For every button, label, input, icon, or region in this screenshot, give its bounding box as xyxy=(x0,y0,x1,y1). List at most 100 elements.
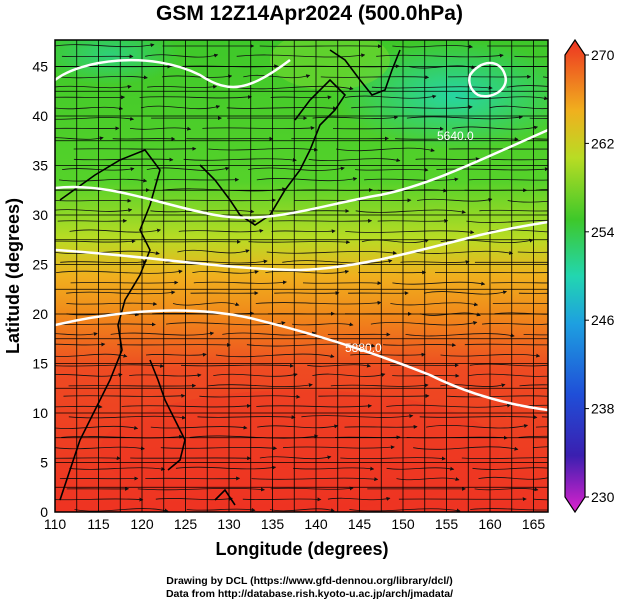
y-tick-label: 35 xyxy=(32,158,48,174)
streamline xyxy=(155,496,233,501)
contour-lines xyxy=(55,58,548,412)
streamline xyxy=(282,445,395,450)
streamline xyxy=(517,251,548,253)
streamline xyxy=(208,147,319,152)
streamline xyxy=(251,477,379,482)
y-axis-label: Latitude (degrees) xyxy=(3,198,23,354)
streamline xyxy=(268,218,373,223)
streamline xyxy=(150,425,248,430)
streamline xyxy=(180,363,294,368)
streamline xyxy=(202,126,315,131)
streamline xyxy=(392,373,460,378)
streamline xyxy=(68,383,197,388)
streamline xyxy=(55,208,133,213)
streamline xyxy=(361,239,430,243)
streamline xyxy=(330,383,429,388)
streamline xyxy=(256,404,372,408)
streamline xyxy=(55,497,144,502)
y-tick-label: 40 xyxy=(32,108,48,124)
streamline xyxy=(243,74,311,79)
streamline xyxy=(147,84,218,89)
streamline xyxy=(60,259,147,264)
streamline xyxy=(55,239,136,244)
streamline xyxy=(405,333,515,338)
streamline xyxy=(271,229,336,234)
streamline xyxy=(145,352,207,357)
streamline xyxy=(478,476,548,480)
streamline xyxy=(355,167,429,172)
colorbar: 230 238 246 254 262 270 xyxy=(564,38,615,514)
streamline xyxy=(139,95,252,100)
streamline xyxy=(332,126,444,131)
streamline xyxy=(507,200,548,203)
streamline xyxy=(376,53,504,58)
streamline xyxy=(417,197,493,202)
credits-line-2: Data from http://database.rish.kyoto-u.a… xyxy=(165,588,454,600)
streamline xyxy=(400,260,470,265)
streamline xyxy=(215,353,335,359)
x-axis-label: Longitude (degrees) xyxy=(215,539,388,559)
streamline xyxy=(69,228,162,233)
streamline xyxy=(55,84,132,89)
streamline xyxy=(344,94,437,99)
streamline xyxy=(440,238,534,243)
streamline xyxy=(55,116,135,121)
streamline xyxy=(55,332,98,337)
streamline xyxy=(137,487,265,492)
streamline xyxy=(172,302,240,307)
streamline xyxy=(327,496,391,501)
y-tick-label: 45 xyxy=(32,59,48,75)
streamline xyxy=(535,188,548,191)
streamline xyxy=(386,403,512,408)
streamline xyxy=(269,508,335,512)
streamline xyxy=(291,322,354,327)
streamline xyxy=(282,259,393,264)
streamline xyxy=(344,424,418,429)
streamline xyxy=(55,446,145,451)
y-tick-label: 20 xyxy=(32,306,48,322)
streamline xyxy=(530,138,548,140)
x-tick-label: 145 xyxy=(348,516,372,532)
contour-5760-line xyxy=(55,220,548,272)
streamline xyxy=(529,117,548,119)
streamline xyxy=(370,321,478,326)
streamline xyxy=(55,198,132,203)
streamline xyxy=(178,228,264,233)
streamline xyxy=(396,477,460,481)
streamline xyxy=(175,465,277,470)
streamline xyxy=(519,384,548,387)
streamline xyxy=(436,167,548,172)
map-title: GSM 12Z14Apr2024 (500.0hPa) xyxy=(156,2,463,25)
colorbar-tick-label: 238 xyxy=(591,401,615,417)
colorbar-tick-label: 230 xyxy=(591,489,615,505)
streamline xyxy=(110,331,215,336)
streamline xyxy=(312,115,399,120)
coastlines xyxy=(59,49,401,506)
streamline xyxy=(518,435,548,438)
streamline xyxy=(70,280,179,285)
streamline xyxy=(242,497,322,502)
streamline xyxy=(55,425,139,430)
streamline xyxy=(55,353,128,358)
contour-upper-line xyxy=(55,58,291,89)
x-tick-label: 135 xyxy=(261,516,285,532)
streamline xyxy=(386,466,455,471)
streamline xyxy=(62,167,135,172)
streamline xyxy=(514,55,548,58)
plot-frame xyxy=(54,39,549,513)
streamline xyxy=(55,95,126,100)
streamline xyxy=(192,270,259,275)
y-tick-label: 10 xyxy=(32,405,48,421)
y-tick-label: 30 xyxy=(32,207,48,223)
streamline xyxy=(412,250,514,255)
streamline xyxy=(259,44,382,49)
streamline xyxy=(336,147,435,152)
streamline xyxy=(355,209,466,214)
streamline xyxy=(265,269,350,274)
streamline xyxy=(413,446,519,451)
streamline xyxy=(452,125,539,130)
streamline xyxy=(56,269,183,274)
streamline xyxy=(55,136,104,141)
streamline xyxy=(349,508,461,512)
